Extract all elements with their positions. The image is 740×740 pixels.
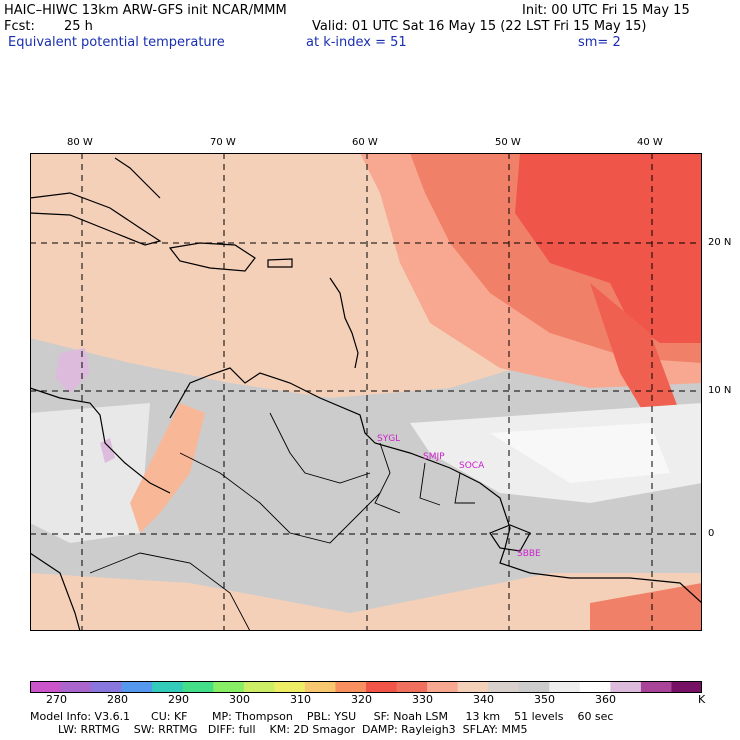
border-venezuela	[269, 412, 371, 484]
colorbar-cell	[60, 681, 92, 693]
lon-label-70w: 70 W	[210, 137, 236, 148]
colorbar-cell	[304, 681, 336, 693]
colorbar-label-290: 290	[168, 693, 189, 706]
colorbar-label-270: 270	[46, 693, 67, 706]
border-peru	[89, 552, 251, 631]
colorbar-cell	[518, 681, 550, 693]
border-guyana	[374, 442, 401, 514]
colorbar-cell	[213, 681, 245, 693]
forecast-label: Fcst:	[4, 19, 35, 34]
colorbar-cell	[366, 681, 398, 693]
bahamas-coast	[114, 157, 161, 199]
hot-region	[515, 153, 702, 343]
level-index: at k-index = 51	[306, 35, 407, 50]
colorbar-cell	[30, 681, 62, 693]
theta-e-map: SYGL SMJP SOCA SBBE	[30, 153, 702, 631]
lat-label-10n: 10 N	[708, 385, 732, 396]
colorbar-label-300: 300	[229, 693, 250, 706]
colombia-venezuela-coast	[169, 367, 702, 604]
colorbar-cell	[457, 681, 489, 693]
lon-label-50w: 50 W	[495, 137, 521, 148]
colorbar-cell	[396, 681, 428, 693]
pacific-coast	[30, 552, 81, 631]
model-title: HAIC–HIWC 13km ARW-GFS init NCAR/MMM	[4, 3, 287, 18]
valid-time: Valid: 01 UTC Sat 16 May 15 (22 LST Fri …	[312, 19, 647, 34]
station-sygl: SYGL	[377, 434, 400, 444]
lat-label-20n: 20 N	[708, 237, 732, 248]
colorbar	[30, 681, 702, 693]
light-band-west	[30, 403, 150, 543]
colorbar-cell	[427, 681, 459, 693]
coastlines	[30, 157, 702, 631]
colorbar-cell	[671, 681, 702, 693]
colorbar-cell	[121, 681, 153, 693]
border-suriname	[419, 462, 441, 506]
colorbar-cell	[91, 681, 123, 693]
hispaniola-coast	[168, 242, 256, 272]
map-frame	[30, 153, 702, 631]
puerto-rico-coast	[267, 258, 293, 268]
borders	[89, 412, 475, 631]
colorbar-cell	[152, 681, 184, 693]
violet-patch	[55, 348, 90, 393]
init-time: Init: 00 UTC Fri 15 May 15	[522, 3, 690, 18]
colorbar-cell	[640, 681, 672, 693]
lon-label-80w: 80 W	[67, 137, 93, 148]
colorbar-label-310: 310	[290, 693, 311, 706]
south-orange	[590, 583, 702, 631]
central-america-coast	[30, 387, 171, 494]
colorbar-frame	[30, 681, 702, 693]
field-name: Equivalent potential temperature	[8, 35, 225, 50]
andes-warm	[130, 403, 205, 533]
model-info-line1: Model Info: V3.6.1 CU: KF MP: Thompson P…	[30, 710, 614, 723]
colorbar-cell	[610, 681, 642, 693]
colorbar-cell	[182, 681, 214, 693]
lon-label-60w: 60 W	[352, 137, 378, 148]
caribbean-arc	[329, 277, 359, 369]
colorbar-label-280: 280	[107, 693, 128, 706]
amazon-mouth	[489, 524, 531, 552]
forecast-hours: 25 h	[64, 19, 93, 34]
colorbar-cell	[335, 681, 367, 693]
model-info-line2: LW: RRTMG SW: RRTMG DIFF: full KM: 2D Sm…	[30, 723, 528, 736]
border-colombia	[179, 452, 381, 544]
graticule	[30, 153, 702, 631]
station-soca: SOCA	[459, 461, 485, 471]
lon-label-40w: 40 W	[637, 137, 663, 148]
colorbar-label-320: 320	[351, 693, 372, 706]
colorbar-unit: K	[698, 693, 706, 706]
colorbar-label-360: 360	[595, 693, 616, 706]
station-sbbe: SBBE	[517, 549, 541, 559]
white-patch-east	[490, 423, 670, 483]
colorbar-cell	[274, 681, 306, 693]
colorbar-label-350: 350	[534, 693, 555, 706]
colorbar-cell	[549, 681, 581, 693]
colorbar-label-340: 340	[473, 693, 494, 706]
colorbar-cell	[579, 681, 611, 693]
border-fguiana	[454, 472, 475, 504]
violet-patch-2	[100, 438, 115, 463]
smoothing: sm= 2	[578, 35, 621, 50]
hot-tongue	[590, 283, 680, 423]
south-warm	[30, 573, 702, 631]
station-smjp: SMJP	[423, 452, 445, 462]
lat-label-0: 0	[708, 528, 715, 539]
colorbar-label-330: 330	[412, 693, 433, 706]
cuba-coast	[30, 192, 162, 246]
colorbar-cell	[488, 681, 520, 693]
colorbar-cell	[243, 681, 275, 693]
